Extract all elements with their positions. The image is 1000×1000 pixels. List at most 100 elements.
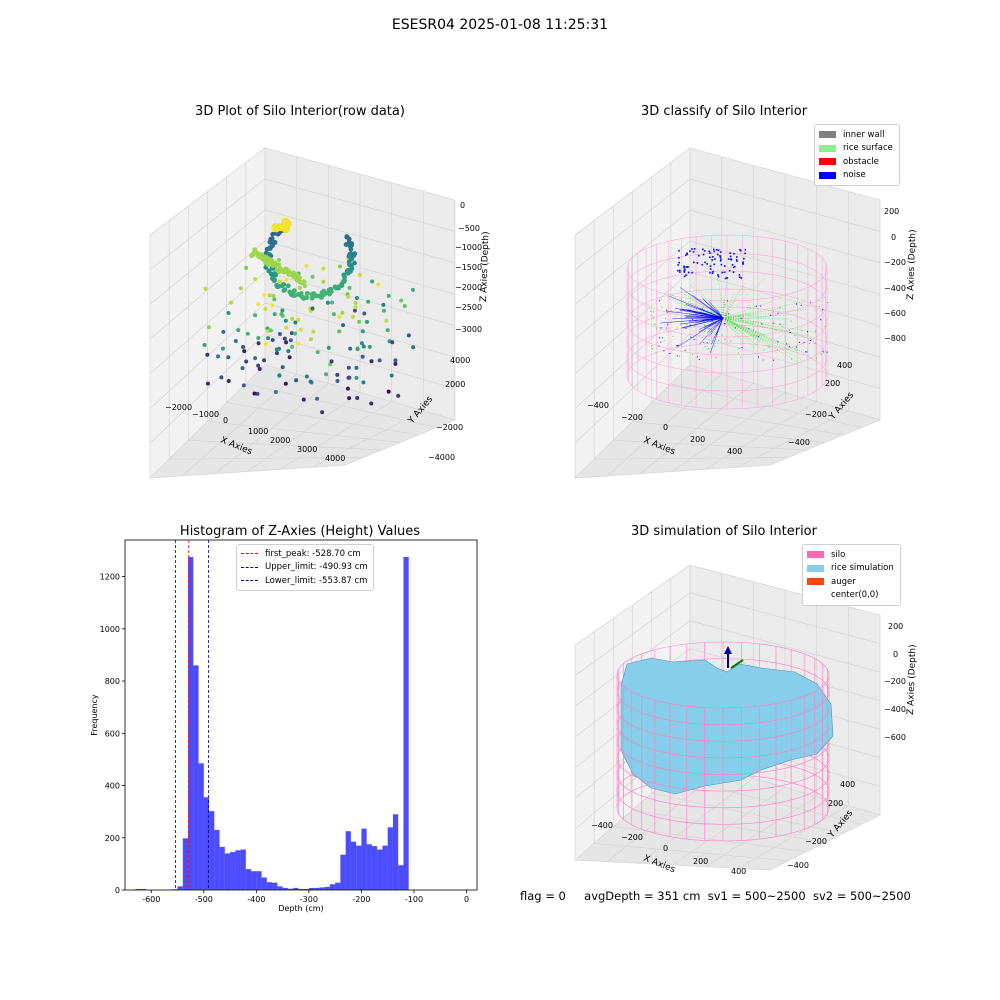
scatter-point (256, 336, 261, 341)
hist-xticks: -600 -500 -400 -300 -200 -100 0 (142, 890, 469, 904)
class-point (752, 328, 754, 330)
hist-bar (235, 850, 241, 890)
hist-ytick-label: 1200 (100, 573, 120, 582)
scatter-point (288, 338, 293, 343)
noise-point (719, 251, 722, 253)
panel1-title: 3D Plot of Silo Interior(row data) (195, 104, 405, 119)
legend-label: rice simulation (831, 563, 894, 574)
hist-bar (293, 887, 299, 890)
raw-ytick: −4000 (428, 453, 455, 462)
legend-item: first_peak: -528.70 cm (241, 547, 368, 561)
class-point (724, 303, 726, 305)
scatter-point (316, 293, 322, 299)
grid-line (264, 240, 456, 295)
scatter-point (321, 279, 326, 284)
cls-ztick: −400 (884, 284, 906, 293)
scatter-point (376, 282, 381, 287)
class-point (800, 304, 802, 306)
class-point (684, 349, 686, 351)
hist-legend: first_peak: -528.70 cm Upper_limit: -490… (236, 544, 374, 591)
legend-swatch (819, 144, 836, 152)
class-point (667, 324, 669, 326)
class-point (650, 310, 652, 312)
rice-surface-ray (722, 312, 760, 319)
raw-ytick: −2000 (436, 423, 463, 432)
class-point (656, 328, 658, 330)
hist-bar (219, 846, 225, 890)
legend-item: noise (819, 169, 893, 183)
scatter-point (366, 299, 371, 304)
legend-swatch (807, 551, 824, 559)
noise-ray (668, 295, 724, 319)
scatter-point (350, 314, 355, 319)
sim-ztick: −600 (884, 733, 906, 742)
scatter-point (332, 284, 338, 290)
noise-ray (694, 312, 724, 319)
class-point (653, 311, 655, 313)
noise-point (719, 256, 722, 258)
noise-point (736, 260, 738, 262)
cls-zlabel: Z Axies (Depth) (906, 229, 918, 300)
class-point (685, 327, 687, 329)
hist-xtick-label: -300 (300, 895, 318, 904)
class-point (814, 330, 816, 332)
grid-line (264, 178, 456, 232)
class-point (727, 300, 729, 302)
class-point (658, 345, 660, 347)
grid-line (312, 410, 424, 468)
class-point (824, 325, 826, 327)
class-point (769, 314, 771, 316)
scatter-point (308, 337, 313, 342)
class-point (651, 348, 653, 350)
scatter-point (273, 390, 278, 395)
scatter-point (294, 378, 299, 383)
raw-xtick: 1000 (248, 427, 268, 436)
noise-point (712, 248, 715, 251)
cls-ytick: 400 (837, 361, 852, 370)
noise-point (733, 252, 735, 255)
scatter-point (252, 391, 257, 396)
class-point (790, 320, 792, 322)
scatter-point (352, 260, 357, 266)
hist-bar (345, 831, 351, 890)
scatter-point (348, 346, 353, 351)
scatter-point (384, 318, 389, 323)
scatter-point (353, 300, 358, 305)
class-point (701, 308, 703, 310)
grid-line (264, 302, 456, 358)
legend-line (241, 566, 258, 568)
class-point (757, 356, 759, 358)
noise-point (693, 261, 695, 264)
legend-label: noise (843, 170, 866, 181)
hist-bar (261, 877, 267, 890)
noise-point (713, 263, 716, 266)
hist-vlines (175, 540, 209, 890)
noise-point (686, 266, 688, 268)
rice-surface-ray (722, 292, 735, 319)
class-point (676, 327, 678, 329)
class-point (676, 345, 678, 347)
rice-surface-ray (722, 317, 744, 345)
hist-bar (182, 838, 189, 890)
class-point (740, 356, 742, 358)
hist-ylabel: Frequency (90, 694, 99, 736)
scatter-point (272, 312, 277, 317)
class-point (728, 313, 730, 315)
noise-ray (703, 299, 724, 319)
scatter-point (369, 359, 374, 364)
noise-point (691, 248, 693, 250)
raw-3d-grid (149, 156, 456, 477)
legend-line (241, 580, 258, 582)
scatter-point (203, 286, 208, 291)
noise-point (744, 252, 746, 255)
scatter-point (276, 257, 281, 262)
scatter-point (226, 378, 231, 383)
panel4-title: 3D simulation of Silo Interior (631, 524, 817, 539)
hist-bar (335, 882, 341, 890)
noise-point (691, 271, 693, 274)
rice-surface-ray (722, 297, 783, 319)
raw-xtick: −2000 (165, 403, 192, 412)
panel3-title: Histogram of Z-Axies (Height) Values (179, 524, 421, 539)
raw-ztick: −2500 (455, 303, 482, 312)
class-point (721, 314, 723, 316)
